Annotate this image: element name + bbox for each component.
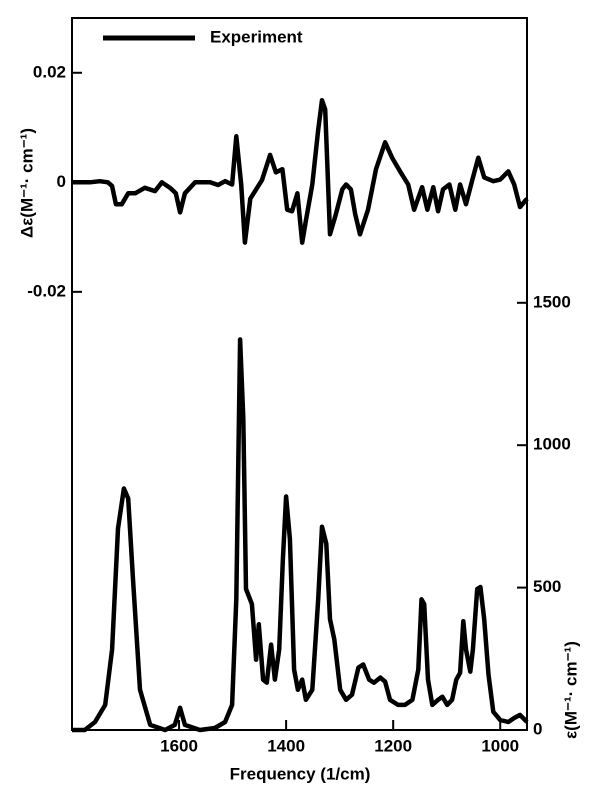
y-axis-label: Δε(M⁻¹· cm⁻¹) <box>17 128 36 238</box>
y2-tick-label: 1000 <box>533 435 571 454</box>
x-tick-label: 1000 <box>481 736 519 755</box>
spectrum-line <box>72 337 529 733</box>
y-tick-label: -0.02 <box>27 281 66 300</box>
plot-frame <box>71 17 528 731</box>
y-tick-label: 0 <box>57 172 66 191</box>
x-tick-label: 1200 <box>374 736 412 755</box>
x-axis-label: Frequency (1/cm) <box>230 764 371 783</box>
legend-label: Experiment <box>210 27 303 46</box>
y-tick-label: 0.02 <box>33 62 66 81</box>
y2-tick-label: 1500 <box>533 292 571 311</box>
x-tick-label: 1600 <box>160 736 198 755</box>
y2-tick-label: 0 <box>533 719 542 738</box>
y2-tick-label: 500 <box>533 577 561 596</box>
y2-axis-label: ε(M⁻¹· cm⁻¹) <box>561 641 580 739</box>
x-tick-label: 1400 <box>267 736 305 755</box>
spectrum-line <box>72 97 529 245</box>
